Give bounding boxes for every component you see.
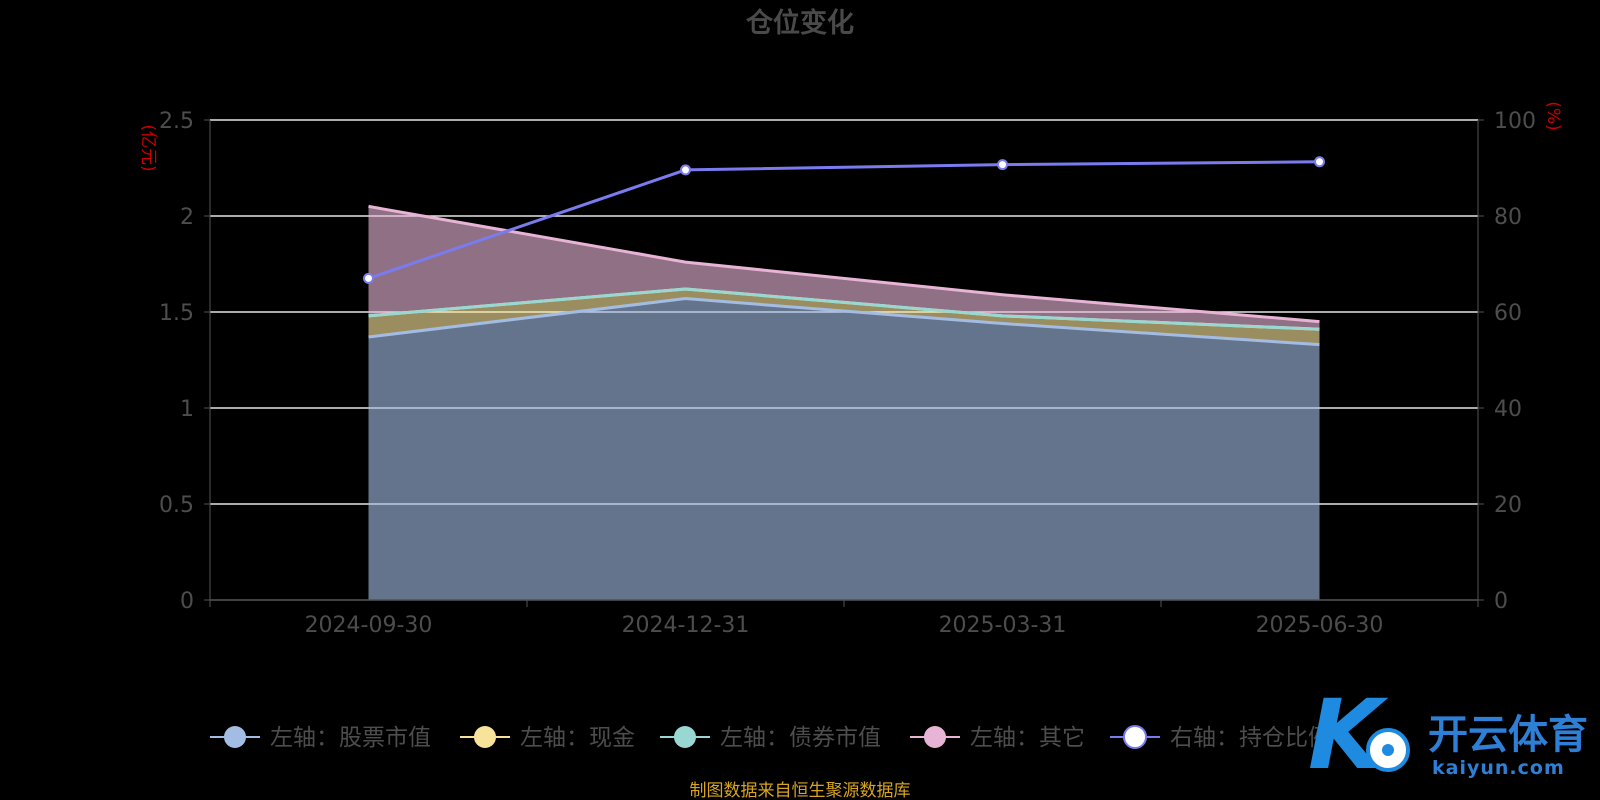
area-左轴：现金 xyxy=(368,288,1320,345)
legend-label: 左轴：现金 xyxy=(520,725,635,751)
legend-marker xyxy=(924,726,946,748)
left-tick-label: 1.5 xyxy=(159,301,194,326)
series-lines xyxy=(363,156,1325,347)
watermark-text-en: kaiyun.com xyxy=(1432,757,1565,779)
area-左轴：股票市值 xyxy=(368,298,1320,600)
line-point xyxy=(363,272,374,284)
line-point xyxy=(997,159,1008,171)
legend-marker xyxy=(224,726,246,748)
legend-marker xyxy=(674,726,696,748)
chart-title: 仓位变化 xyxy=(745,7,854,39)
area-edge-左轴：债券市值 xyxy=(368,287,1320,331)
legend-item[interactable]: 左轴：股票市值 xyxy=(210,725,431,751)
legend-label: 右轴：持仓比例 xyxy=(1170,725,1331,751)
area-edge-左轴：股票市值 xyxy=(368,297,1320,347)
legend-label: 左轴：其它 xyxy=(970,725,1085,751)
area-左轴：其它 xyxy=(368,206,1320,330)
legend-marker xyxy=(1123,725,1147,749)
legend-label: 左轴：债券市值 xyxy=(720,725,881,751)
right-tick-label: 0 xyxy=(1494,589,1508,614)
legend-marker xyxy=(474,726,496,748)
legend-item[interactable]: 右轴：持仓比例 xyxy=(1110,725,1331,751)
axes xyxy=(204,119,1484,607)
area-edge-左轴：其它 xyxy=(368,204,1320,324)
x-tick-label: 2024-12-31 xyxy=(622,613,750,638)
left-tick-label: 2.5 xyxy=(159,109,194,134)
watermark-text-cn: 开云体育 xyxy=(1428,712,1588,758)
right-tick-label: 40 xyxy=(1494,397,1522,422)
legend-item[interactable]: 左轴：现金 xyxy=(460,725,635,751)
tick-labels: 0 0.5 1 1.5 2 2.5 0 20 40 60 80 100 2024-09-30 2024-1… xyxy=(159,109,1536,638)
soccer-ball-center xyxy=(1382,744,1394,756)
left-tick-label: 0 xyxy=(180,589,194,614)
left-tick-label: 1 xyxy=(180,397,194,422)
stacked-areas xyxy=(368,206,1320,600)
line-右轴：持仓比例 xyxy=(368,160,1320,280)
x-tick-label: 2024-09-30 xyxy=(305,613,433,638)
right-tick-label: 20 xyxy=(1494,493,1522,518)
legend-item[interactable]: 左轴：债券市值 xyxy=(660,725,881,751)
right-tick-label: 60 xyxy=(1494,301,1522,326)
left-axis-unit: (亿元) xyxy=(138,124,158,171)
x-tick-label: 2025-06-30 xyxy=(1256,613,1384,638)
legend-item[interactable]: 左轴：其它 xyxy=(910,725,1085,751)
left-tick-label: 0.5 xyxy=(159,493,194,518)
source-note: 制图数据来自恒生聚源数据库 xyxy=(690,781,911,800)
left-tick-label: 2 xyxy=(180,205,194,230)
legend-label: 左轴：股票市值 xyxy=(270,725,431,751)
line-point xyxy=(680,164,691,176)
watermark-logo: K 开云体育 kaiyun.com xyxy=(1308,679,1588,791)
x-tick-label: 2025-03-31 xyxy=(939,613,1067,638)
legend[interactable]: 左轴：股票市值 左轴：现金 左轴：债券市值 左轴：其它 右轴：持仓比例 xyxy=(210,725,1331,751)
line-point xyxy=(1314,156,1325,168)
right-tick-label: 80 xyxy=(1494,205,1522,230)
right-tick-label: 100 xyxy=(1494,109,1536,134)
right-axis-unit: (%) xyxy=(1543,101,1563,130)
